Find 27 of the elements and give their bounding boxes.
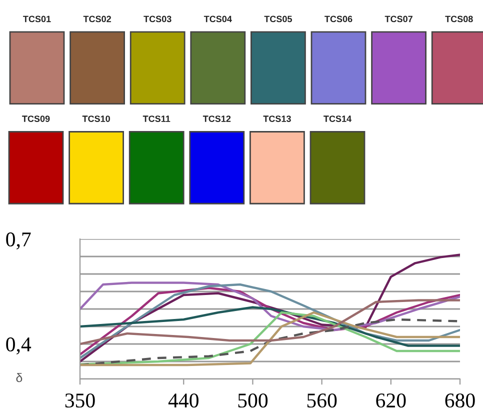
category-label: TCS13 [263, 116, 291, 122]
line-series [80, 282, 460, 332]
category-label: TCS12 [202, 116, 231, 122]
category-label: TCS02 [83, 16, 111, 22]
line-series [80, 254, 460, 363]
x-tick-label: 560 [307, 393, 337, 408]
category-label: TCS05 [264, 16, 292, 22]
line-series [80, 299, 460, 346]
x-tick-label: 500 [238, 393, 268, 408]
category-label: TCS06 [324, 16, 352, 22]
x-tick-label: 620 [376, 393, 406, 408]
category-label: TCS09 [22, 116, 50, 122]
category-label: TCS08 [445, 16, 473, 22]
x-tick-label: 680 [445, 393, 475, 408]
category-label: TCS04 [204, 16, 232, 22]
category-label: TCS14 [324, 116, 352, 122]
x-tick-label: 350 [65, 393, 95, 408]
y-axis-title: δ [16, 372, 22, 382]
y-tick-label: 0,4 [6, 337, 32, 354]
category-label: TCS10 [82, 116, 110, 122]
category-label: TCS01 [23, 16, 51, 22]
category-label: TCS07 [384, 16, 412, 22]
category-label: TCS11 [142, 116, 170, 122]
x-tick-label: 440 [168, 393, 198, 408]
y-tick-label: 0,7 [6, 232, 31, 250]
category-label: TCS03 [144, 16, 172, 22]
line-series [80, 306, 460, 347]
